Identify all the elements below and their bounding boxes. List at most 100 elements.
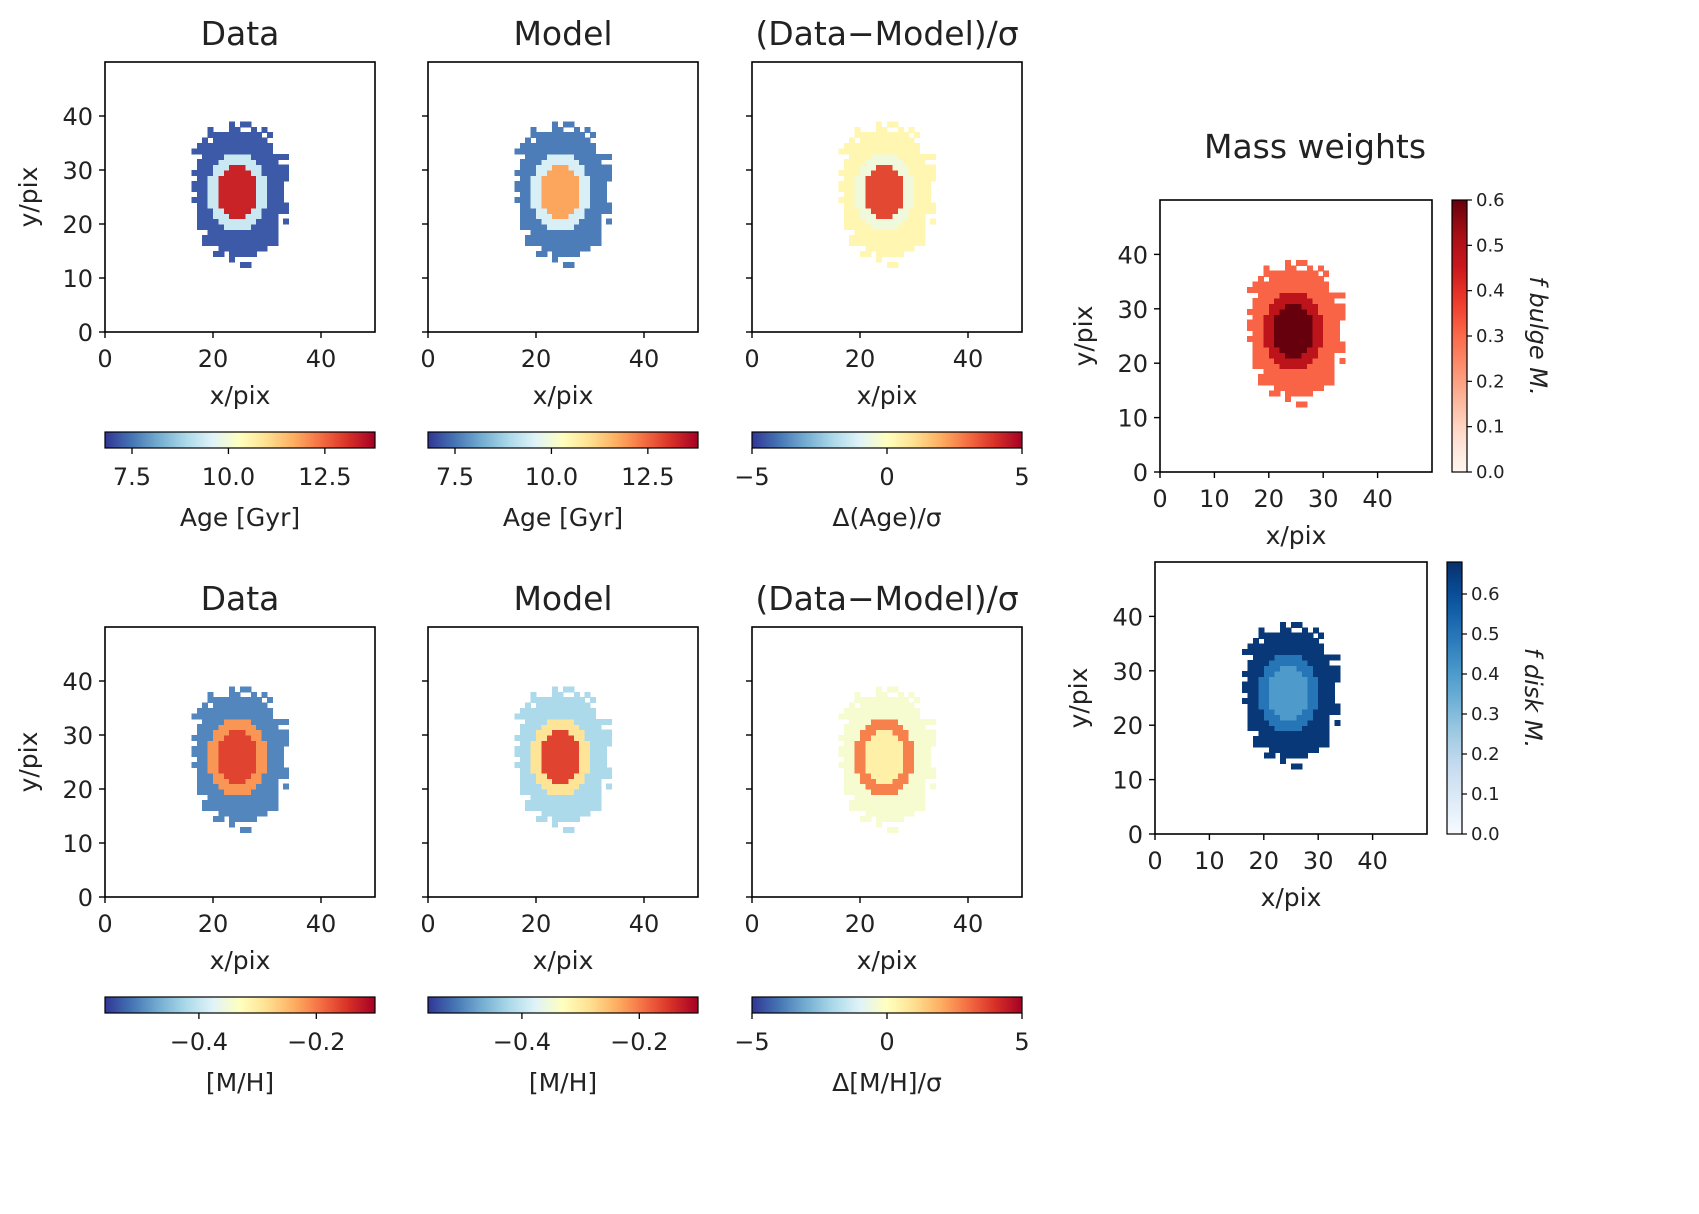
heatmap-cell — [1263, 741, 1270, 748]
heatmap-cell — [1285, 357, 1292, 364]
heatmap-cell — [530, 186, 537, 193]
heatmap-cell — [557, 713, 564, 720]
heatmap-cell — [1312, 692, 1319, 699]
heatmap-cell — [1268, 281, 1275, 288]
heatmap-cell — [1269, 703, 1276, 710]
heatmap-cell — [919, 778, 926, 785]
heatmap-cell — [881, 153, 888, 160]
heatmap-cell — [1242, 687, 1249, 694]
heatmap-cell — [229, 132, 236, 139]
heatmap-cell — [536, 805, 542, 812]
heatmap-cell — [525, 164, 532, 171]
heatmap-cell — [196, 143, 203, 149]
heatmap-cell — [579, 735, 586, 741]
heatmap-cell — [525, 718, 532, 725]
heatmap-cell — [218, 218, 225, 225]
heatmap-cell — [207, 229, 214, 236]
heatmap-cell — [213, 718, 219, 725]
heatmap-cell — [234, 153, 241, 160]
heatmap-cell — [552, 213, 559, 220]
heatmap-cell — [865, 143, 872, 149]
heatmap-cell — [1274, 363, 1281, 370]
heatmap-cell — [1317, 265, 1324, 272]
heatmap-cell — [557, 702, 564, 709]
heatmap-cell — [919, 234, 926, 241]
heatmap-cell — [1301, 292, 1308, 299]
heatmap-cell — [536, 213, 542, 220]
heatmap-cell — [202, 202, 209, 209]
heatmap-cell — [568, 137, 575, 144]
heatmap-cell — [1301, 384, 1308, 391]
heatmap-cell — [584, 202, 591, 209]
heatmap-cell — [1279, 281, 1286, 288]
heatmap-cell — [277, 740, 284, 747]
heatmap-cell — [1334, 703, 1341, 710]
heatmap-cell — [870, 218, 877, 225]
heatmap-cell — [860, 751, 866, 758]
heatmap-cell — [860, 218, 866, 225]
heatmap-cell — [196, 745, 203, 752]
heatmap-cell — [887, 756, 893, 763]
heatmap-cell — [849, 143, 856, 149]
heatmap-cell — [903, 799, 910, 806]
heatmap-cell — [213, 224, 219, 230]
x-tick-label: 20 — [1249, 847, 1280, 875]
heatmap-cell — [229, 691, 236, 698]
heatmap-cell — [1274, 352, 1281, 359]
heatmap-cell — [892, 778, 899, 785]
heatmap-cell — [525, 724, 532, 731]
heatmap-cell — [1269, 719, 1276, 726]
heatmap-cell — [557, 724, 564, 731]
heatmap-cell — [914, 713, 920, 720]
heatmap-cell — [530, 756, 537, 763]
heatmap-cell — [1329, 687, 1336, 694]
heatmap-cell — [568, 245, 575, 252]
heatmap-cell — [865, 229, 872, 236]
heatmap-cell — [519, 745, 526, 752]
heatmap-cell — [579, 789, 586, 795]
heatmap-cell — [223, 143, 230, 149]
heatmap-cell — [1312, 357, 1319, 364]
x-tick-label: 0 — [420, 910, 435, 938]
heatmap-cell — [218, 251, 225, 257]
heatmap-cell — [1268, 357, 1275, 364]
heatmap-cell — [250, 724, 257, 731]
heatmap-cell — [1258, 736, 1265, 743]
heatmap-cell — [897, 767, 904, 774]
heatmap-cell — [1263, 703, 1270, 710]
heatmap-cell — [1306, 287, 1313, 294]
heatmap-cell — [579, 778, 586, 785]
heatmap-cell — [1263, 692, 1270, 699]
heatmap-cell — [245, 213, 252, 220]
heatmap-cell — [557, 751, 564, 758]
heatmap-cell — [1252, 319, 1259, 326]
heatmap-cell — [892, 826, 899, 833]
heatmap-cell — [892, 180, 899, 187]
heatmap-cell — [876, 256, 883, 263]
heatmap-cell — [272, 191, 279, 198]
heatmap-cell — [1285, 638, 1292, 645]
heatmap-cell — [1269, 632, 1276, 639]
colorbar-tick-label: −0.2 — [610, 1028, 668, 1056]
heatmap-cell — [1290, 352, 1297, 359]
heatmap-cell — [600, 207, 607, 214]
heatmap-cell — [267, 740, 273, 747]
heatmap-cell — [843, 148, 850, 155]
heatmap-cell — [1307, 681, 1314, 688]
heatmap-cell — [1312, 703, 1319, 710]
heatmap-cell — [552, 245, 559, 252]
heatmap-cell — [213, 159, 219, 166]
heatmap-cell — [1252, 357, 1259, 364]
heatmap-cell — [229, 170, 236, 176]
heatmap-cell — [876, 126, 883, 133]
heatmap-cell — [876, 751, 883, 758]
heatmap-cell — [1301, 687, 1308, 694]
colorbar-tick-label: 10.0 — [525, 463, 578, 491]
heatmap-cell — [541, 175, 548, 182]
heatmap-cell — [552, 767, 559, 774]
heatmap-cell — [865, 148, 872, 155]
heatmap-cell — [568, 143, 575, 149]
heatmap-cell — [573, 756, 580, 763]
heatmap-cell — [563, 164, 569, 171]
